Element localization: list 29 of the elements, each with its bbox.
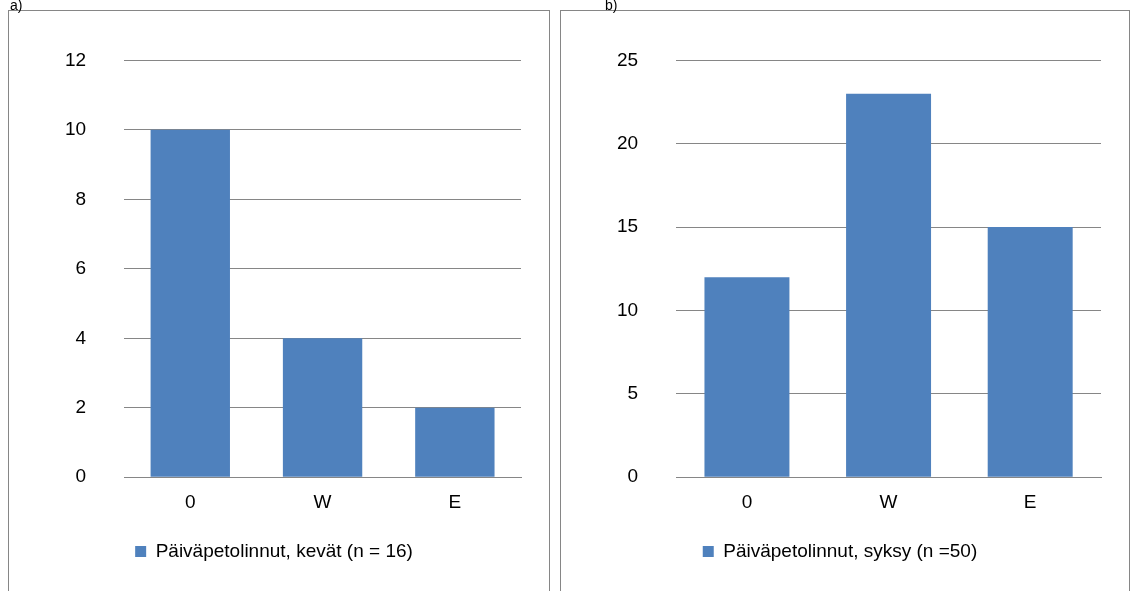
y-tick-label: 15 (616, 215, 639, 237)
bar (282, 338, 363, 477)
y-tick-label: 6 (75, 257, 87, 279)
bar (415, 407, 495, 477)
y-tick-label: 8 (75, 187, 87, 209)
bar (150, 129, 230, 477)
y-tick-label: 10 (64, 118, 87, 140)
x-tick-label: 0 (184, 490, 196, 512)
legend-label: Päiväpetolinnut, syksy (n =50) (723, 539, 978, 561)
x-tick-label: E (1023, 490, 1037, 512)
x-tick-label: 0 (741, 490, 753, 512)
bar (987, 227, 1073, 477)
legend-label: Päiväpetolinnut, kevät (n = 16) (155, 539, 413, 561)
y-tick-label: 10 (616, 298, 639, 320)
bar (846, 93, 932, 477)
x-tick-label: W (879, 490, 898, 512)
y-tick-label: 20 (616, 131, 639, 153)
chart-title: a) (9, 0, 24, 13)
x-tick-label: W (313, 490, 332, 512)
y-tick-label: 5 (627, 382, 639, 404)
y-tick-label: 0 (75, 465, 87, 487)
x-tick-label: E (448, 490, 462, 512)
y-tick-label: 0 (627, 465, 639, 487)
y-tick-label: 4 (75, 326, 87, 348)
y-tick-label: 2 (75, 395, 87, 417)
y-tick-label: 12 (64, 48, 87, 70)
chart-title: b) (604, 0, 619, 13)
y-tick-label: 25 (616, 48, 639, 70)
bar (704, 277, 790, 477)
